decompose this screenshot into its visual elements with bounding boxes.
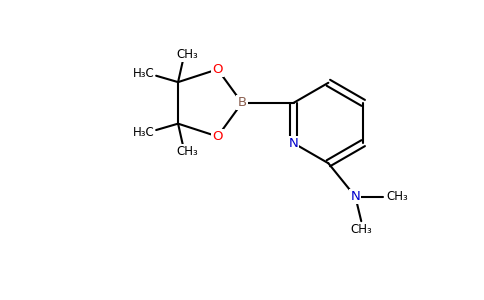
Text: CH₃: CH₃: [176, 48, 198, 61]
Text: O: O: [212, 130, 223, 143]
Text: N: N: [350, 190, 360, 203]
Text: H₃C: H₃C: [133, 126, 154, 139]
Text: CH₃: CH₃: [350, 224, 372, 236]
Text: N: N: [288, 136, 299, 150]
Text: CH₃: CH₃: [387, 190, 408, 203]
Text: CH₃: CH₃: [176, 145, 198, 158]
Text: O: O: [212, 63, 223, 76]
Text: H₃C: H₃C: [133, 67, 154, 80]
Text: B: B: [238, 96, 246, 110]
